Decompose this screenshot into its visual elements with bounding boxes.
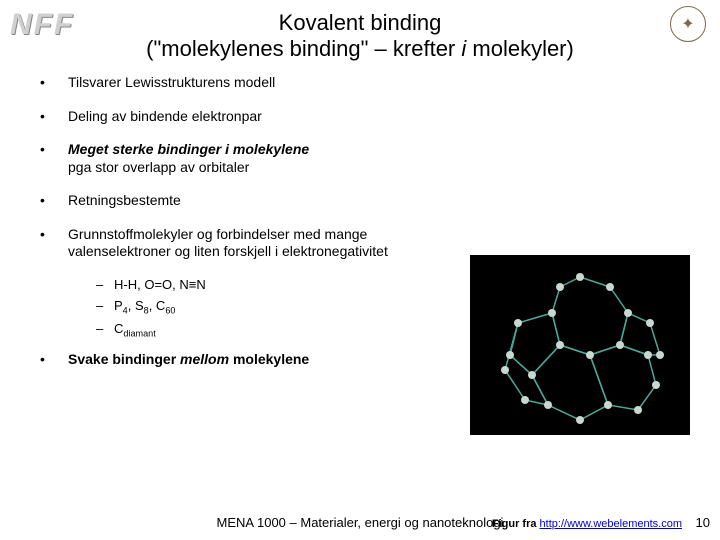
bullet-icon: • [40,351,68,369]
fullerene-figure [470,255,690,435]
dash-icon: – [96,321,114,339]
bullet-icon: • [40,74,68,92]
slide-title: Kovalent binding ("molekylenes binding" … [0,0,720,62]
sub-text: Cdiamant [114,321,156,339]
figure-caption: Figur fra http://www.webelements.com [492,518,682,530]
bullet-text: Tilsvarer Lewisstrukturens modell [68,74,275,92]
list-item: • Retningsbestemte [40,192,680,210]
bullet-icon: • [40,141,68,176]
bullet-text: Meget sterke bindinger i molekylene pga … [68,141,309,176]
title-line2: ("molekylenes binding" – krefter i molek… [0,36,720,62]
bullet-text: Grunnstoffmolekyler og forbindelser med … [68,226,448,261]
bullet-text: Retningsbestemte [68,192,181,210]
dash-icon: – [96,277,114,292]
title-line1: Kovalent binding [0,10,720,36]
sub-text: H-H, O=O, N≡N [114,277,206,292]
seal-icon: ✦ [670,6,706,42]
logo-nff: NFF [10,8,74,42]
list-item: • Deling av bindende elektronpar [40,108,680,126]
source-link[interactable]: http://www.webelements.com [540,518,682,530]
fullerene-icon [470,255,690,435]
bullet-text: Deling av bindende elektronpar [68,108,262,126]
bullet-icon: • [40,226,68,261]
sub-text: P4, S8, C60 [114,298,175,316]
dash-icon: – [96,298,114,316]
bullet-icon: • [40,192,68,210]
list-item: • Meget sterke bindinger i molekylene pg… [40,141,680,176]
bullet-text: Svake bindinger mellom molekylene [68,351,309,369]
bullet-icon: • [40,108,68,126]
list-item: • Tilsvarer Lewisstrukturens modell [40,74,680,92]
page-number: 10 [696,515,710,530]
bullet-list: • Tilsvarer Lewisstrukturens modell • De… [40,74,680,261]
